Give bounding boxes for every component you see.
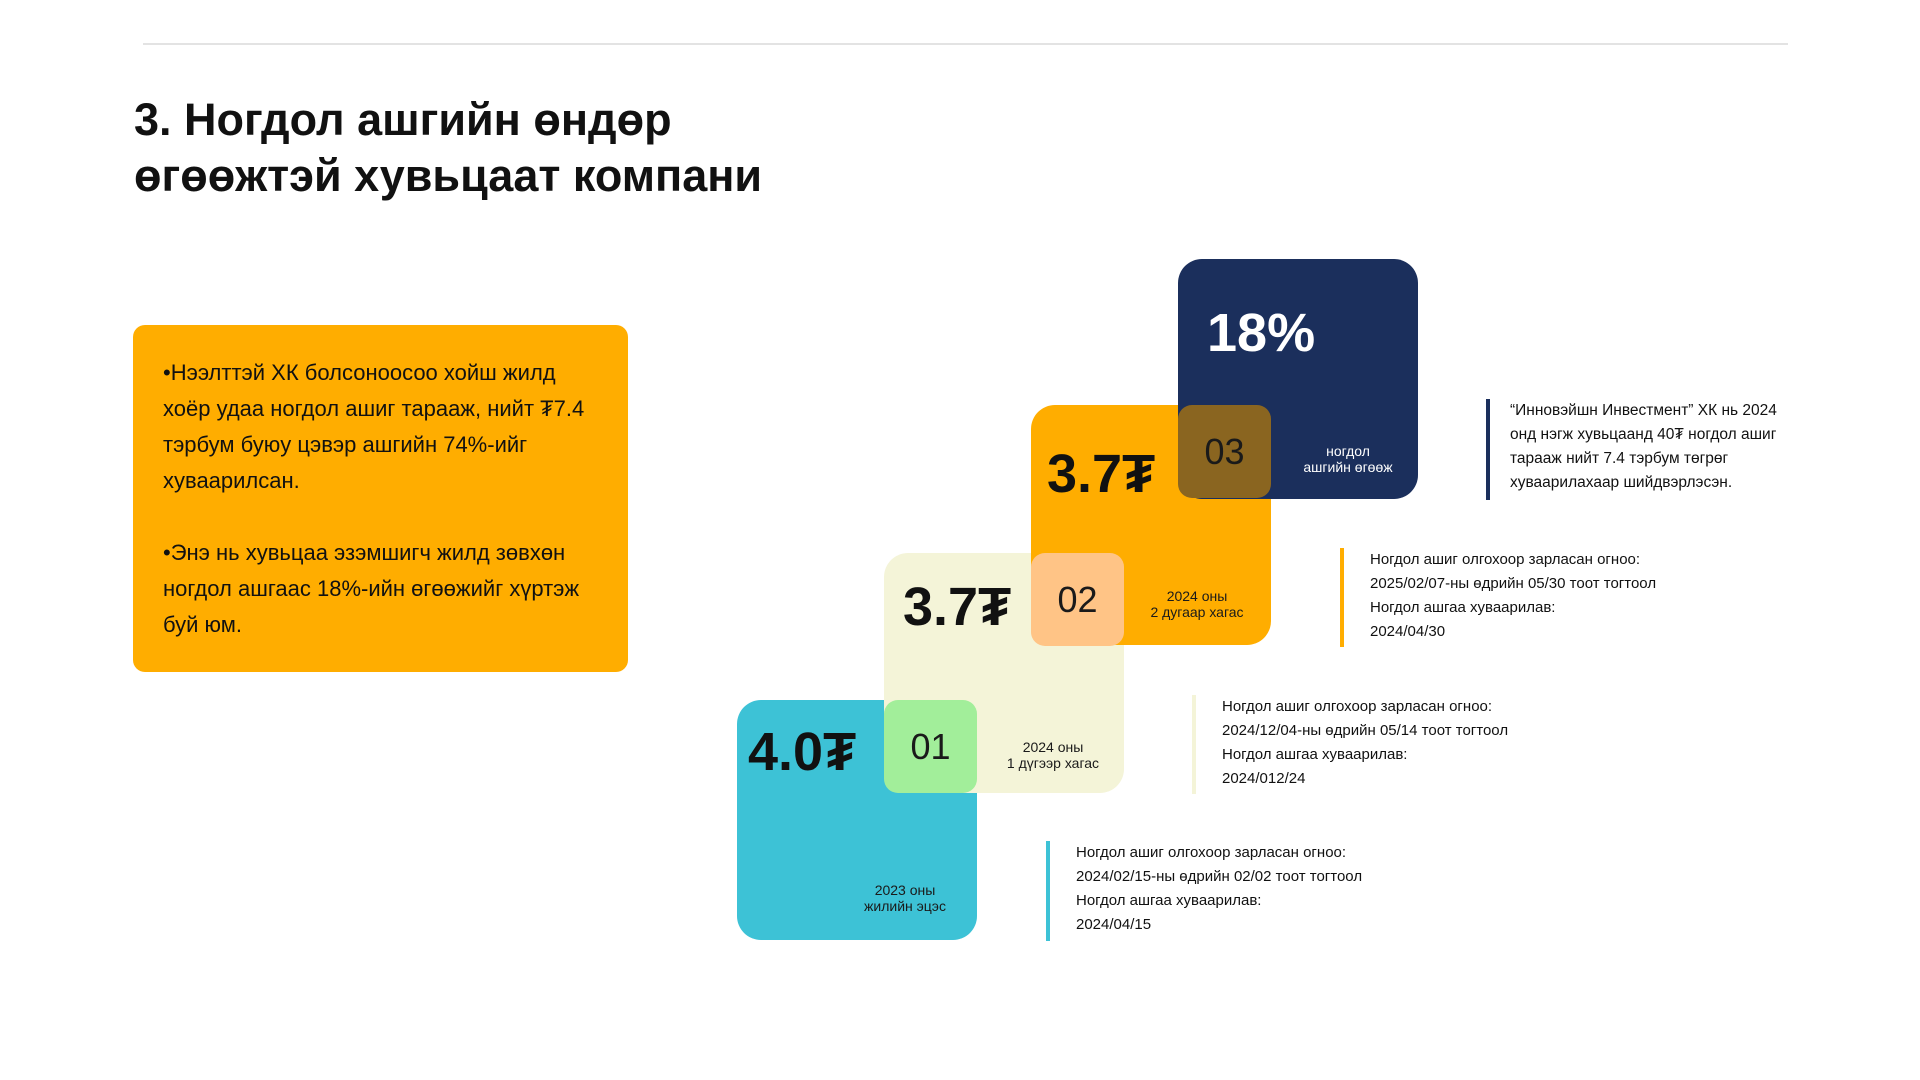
note-accent-bar	[1486, 399, 1490, 500]
dividend-amount: 3.7₮	[903, 577, 1012, 637]
note-dividend-decision: “Инновэйшн Инвестмент” ХК нь 2024 онд нэ…	[1486, 399, 1777, 500]
period-caption-line: 2024 оны	[1166, 588, 1228, 604]
note-accent-bar	[1192, 695, 1196, 794]
step-badge-01: 01	[884, 700, 977, 793]
note-line: 2024/04/30	[1370, 623, 1446, 640]
note-2023-year-end: Ногдол ашиг олгохоор зарласан огноо: 202…	[1046, 841, 1362, 941]
summary-paragraph-2: •Энэ нь хувьцаа эзэмшигч жилд зөвхөн ног…	[163, 540, 580, 637]
note-line: Ногдол ашгаа хуваарилав:	[1370, 599, 1556, 616]
period-caption-line: 2023 оны	[874, 882, 936, 898]
period-caption-line: 2 дугаар хагас	[1150, 604, 1244, 620]
note-line: Ногдол ашиг олгохоор зарласан огноо:	[1076, 844, 1347, 861]
note-2024-h1: Ногдол ашиг олгохоор зарласан огноо: 202…	[1192, 695, 1508, 794]
note-line: 2025/02/07-ны өдрийн 05/30 тоот тогтоол	[1370, 575, 1657, 592]
dividend-amount: 3.7₮	[1047, 444, 1156, 504]
top-divider	[143, 43, 1788, 45]
note-accent-bar	[1340, 548, 1344, 647]
period-caption: 2023 оны жилийн эцэс	[840, 882, 970, 914]
step-number: 01	[910, 725, 951, 767]
yield-caption-line: ногдол	[1326, 443, 1370, 459]
note-line: онд нэгж хувьцаанд 40₮ ногдол ашиг	[1510, 426, 1777, 443]
note-line: Ногдол ашгаа хуваарилав:	[1222, 746, 1408, 763]
note-line: 2024/02/15-ны өдрийн 02/02 тоот тогтоол	[1076, 868, 1363, 885]
step-badge-02: 02	[1031, 553, 1124, 646]
note-line: тарааж нийт 7.4 тэрбум төгрөг	[1510, 450, 1729, 467]
note-line: 2024/012/24	[1222, 770, 1306, 787]
page-title-line-1: 3. Ногдол ашгийн өндөр	[134, 94, 672, 145]
note-line: 2024/12/04-ны өдрийн 05/14 тоот тогтоол	[1222, 722, 1509, 739]
note-2024-h2: Ногдол ашиг олгохоор зарласан огноо: 202…	[1340, 548, 1656, 647]
period-caption: 2024 оны 2 дугаар хагас	[1132, 588, 1262, 620]
step-badge-03: 03	[1178, 405, 1271, 498]
note-line: “Инновэйшн Инвестмент” ХК нь 2024	[1510, 402, 1777, 419]
period-caption: 2024 оны 1 дүгээр хагас	[983, 739, 1123, 771]
dividend-yield-value: 18%	[1207, 303, 1316, 363]
page-title-line-2: өгөөжтэй хувьцаат компани	[134, 150, 763, 201]
period-caption-line: 1 дүгээр хагас	[1006, 755, 1100, 771]
yield-caption-line: ашгийн өгөөж	[1303, 459, 1393, 475]
dividend-amount: 4.0₮	[748, 722, 857, 782]
note-line: Ногдол ашиг олгохоор зарласан огноо:	[1370, 551, 1641, 568]
note-accent-bar	[1046, 841, 1050, 941]
note-line: Ногдол ашгаа хуваарилав:	[1076, 892, 1262, 909]
note-line: 2024/04/15	[1076, 916, 1152, 933]
period-caption-line: жилийн эцэс	[864, 898, 946, 914]
summary-paragraph-1: •Нээлттэй ХК болсоноосоо хойш жилд хоёр …	[163, 360, 585, 493]
note-line: хуваарилахаар шийдвэрлэсэн.	[1510, 474, 1733, 491]
summary-box: •Нээлттэй ХК болсоноосоо хойш жилд хоёр …	[133, 325, 628, 672]
yield-caption: ногдол ашгийн өгөөж	[1278, 443, 1418, 475]
period-caption-line: 2024 оны	[1022, 739, 1084, 755]
page-title: 3. Ногдол ашгийн өндөр өгөөжтэй хувьцаат…	[134, 92, 1034, 204]
note-line: Ногдол ашиг олгохоор зарласан огноо:	[1222, 698, 1493, 715]
step-number: 03	[1204, 430, 1245, 472]
step-number: 02	[1057, 578, 1098, 620]
